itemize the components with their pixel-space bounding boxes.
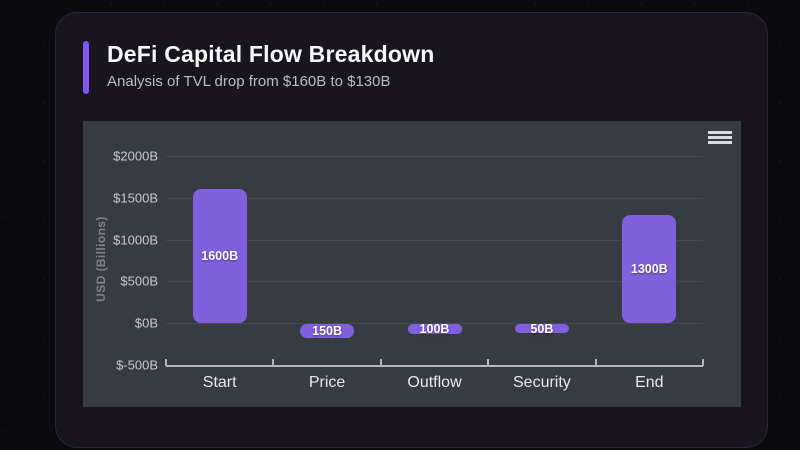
y-gridline bbox=[166, 156, 703, 157]
x-axis-tick bbox=[165, 359, 167, 366]
x-category-label: Start bbox=[202, 374, 237, 391]
x-axis-line bbox=[166, 365, 703, 367]
y-gridline bbox=[166, 197, 703, 199]
bar-data-label: 1600B bbox=[201, 249, 239, 264]
accent-bar bbox=[83, 41, 89, 94]
hamburger-menu-icon bbox=[708, 135, 732, 139]
bar-data-label: 150B bbox=[312, 323, 343, 338]
y-gridline bbox=[166, 323, 703, 325]
x-axis-tick bbox=[487, 359, 490, 366]
y-tick-label: $1500B bbox=[113, 190, 158, 206]
page-subtitle: Analysis of TVL drop from $160B to $130B bbox=[107, 73, 391, 90]
x-category-label: Price bbox=[308, 374, 346, 391]
x-category-label: Security bbox=[512, 374, 571, 391]
hamburger-menu-icon bbox=[708, 130, 732, 134]
waterfall-bar-price[interactable]: 150B bbox=[300, 323, 355, 338]
y-tick-label: $500B bbox=[120, 273, 158, 289]
bar-data-label: 1300B bbox=[630, 261, 668, 276]
x-axis-tick bbox=[272, 359, 275, 366]
plot-area: $2000B $1500B $1000B $500B $0B $-500B 1600B Sta… bbox=[83, 121, 741, 407]
dashboard-card: DeFi Capital Flow Breakdown Analysis of … bbox=[55, 12, 768, 448]
y-tick-label: $1000B bbox=[113, 232, 158, 248]
x-axis-tick bbox=[594, 359, 597, 366]
y-tick-label: $-500B bbox=[116, 357, 158, 373]
waterfall-bar-outflow[interactable]: 100B bbox=[407, 321, 462, 336]
chart-panel: USD (Billions) $2000B $1500B $1000B $500B $0… bbox=[83, 121, 741, 407]
y-tick-label: $0B bbox=[134, 315, 158, 331]
x-category-label: Outflow bbox=[407, 374, 462, 391]
chart-context-menu-button[interactable] bbox=[707, 127, 733, 147]
hamburger-menu-icon bbox=[708, 140, 732, 144]
bar-data-label: 100B bbox=[419, 321, 450, 336]
waterfall-bar-end[interactable]: 1300B bbox=[622, 214, 677, 324]
x-axis-tick bbox=[702, 359, 704, 366]
x-category-label: End bbox=[635, 374, 664, 391]
y-tick-label: $2000B bbox=[113, 148, 158, 164]
y-gridline bbox=[166, 281, 703, 283]
card-header: DeFi Capital Flow Breakdown Analysis of … bbox=[83, 39, 435, 94]
waterfall-bar-start[interactable]: 1600B bbox=[192, 189, 247, 324]
x-axis-tick bbox=[379, 359, 382, 366]
page-title: DeFi Capital Flow Breakdown bbox=[107, 41, 435, 67]
bar-data-label: 50B bbox=[530, 321, 554, 336]
waterfall-bar-security[interactable]: 50B bbox=[514, 321, 569, 336]
y-gridline bbox=[166, 239, 703, 241]
